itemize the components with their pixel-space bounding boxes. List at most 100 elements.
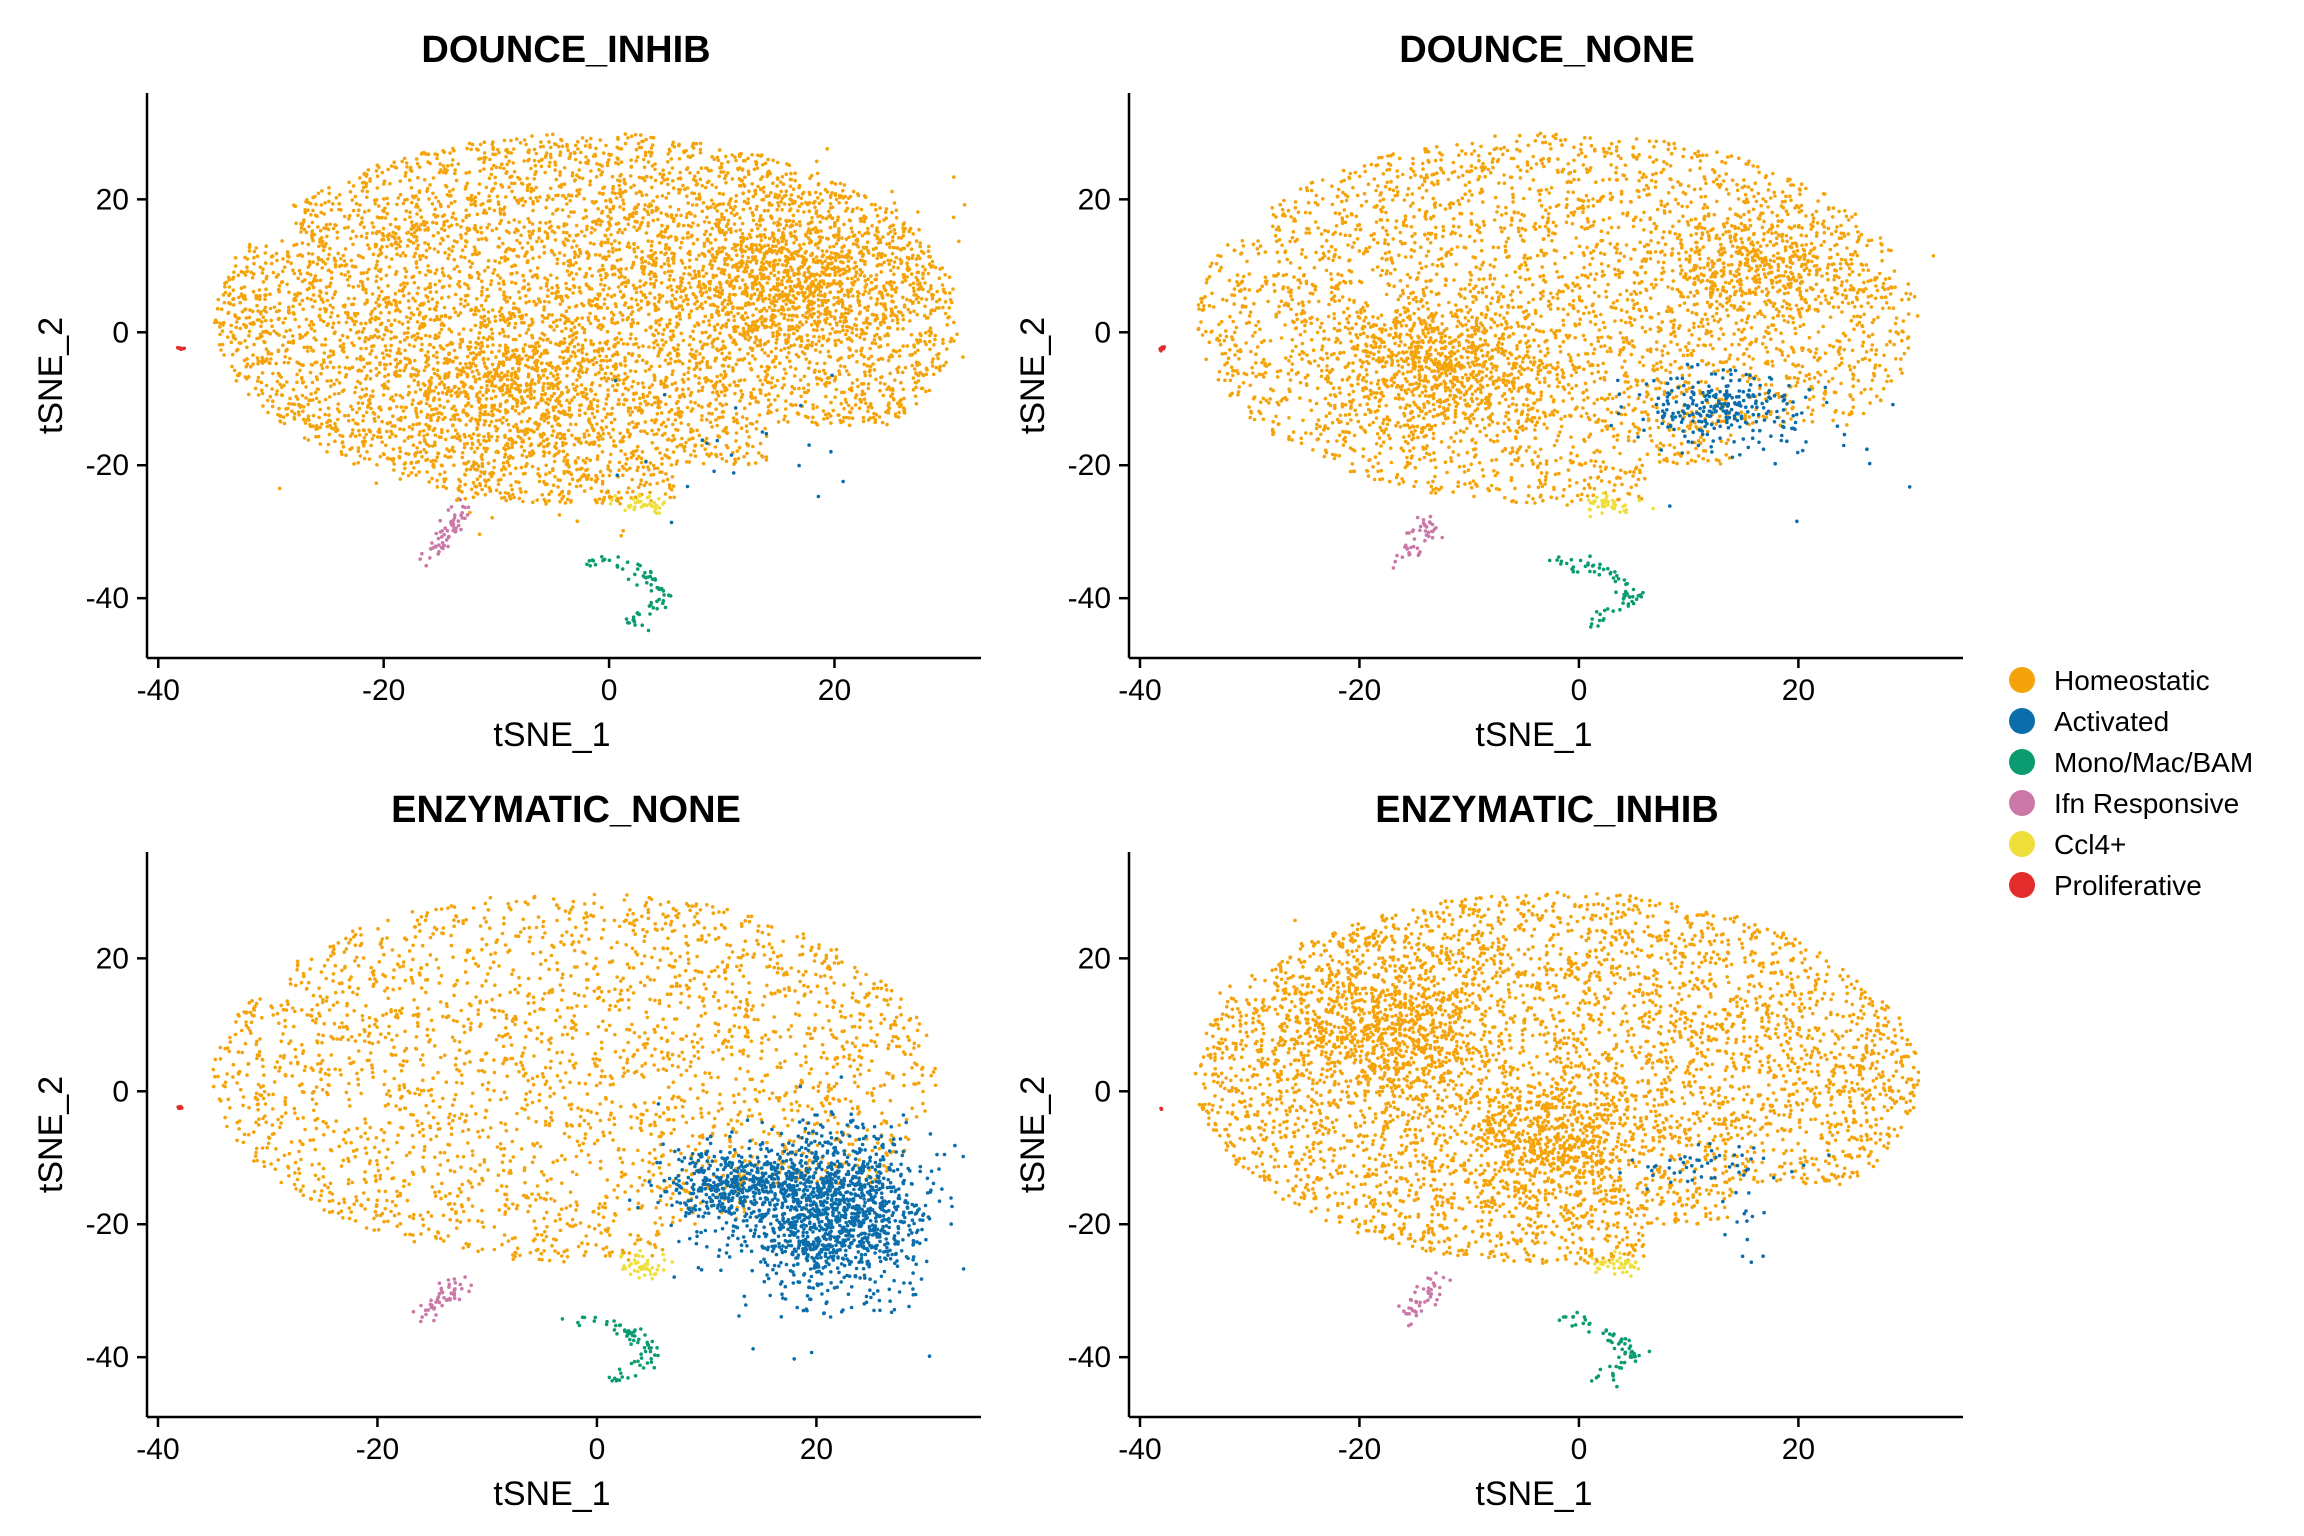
data-point <box>655 257 659 261</box>
data-point <box>677 407 681 411</box>
data-point <box>864 401 868 405</box>
data-point <box>333 422 337 426</box>
data-point <box>385 197 389 201</box>
data-point <box>232 303 236 307</box>
data-point <box>410 335 414 339</box>
data-point <box>850 226 854 230</box>
data-point <box>742 208 746 212</box>
data-point <box>264 261 268 265</box>
data-point <box>574 261 578 265</box>
data-point <box>578 408 582 412</box>
data-point <box>246 269 250 273</box>
data-point <box>696 171 700 175</box>
data-point <box>377 204 381 208</box>
data-point <box>893 378 897 382</box>
data-point <box>827 355 831 359</box>
data-point <box>413 281 417 285</box>
data-point <box>617 398 621 402</box>
data-point <box>422 434 426 438</box>
data-point <box>588 303 592 307</box>
data-point <box>434 433 438 437</box>
data-point <box>725 460 729 464</box>
data-point <box>459 302 463 306</box>
data-point <box>868 347 872 351</box>
data-point <box>237 274 241 278</box>
data-point <box>786 420 790 424</box>
data-point <box>227 301 231 305</box>
data-point <box>747 172 751 176</box>
data-point <box>545 409 549 413</box>
data-point <box>428 307 432 311</box>
data-point <box>521 246 525 250</box>
data-point <box>595 175 599 179</box>
data-point <box>440 227 444 231</box>
data-point <box>670 488 674 492</box>
data-point <box>597 168 601 172</box>
data-point <box>398 427 402 431</box>
data-point <box>705 376 709 380</box>
data-point <box>931 260 935 264</box>
data-point <box>647 262 651 266</box>
data-point <box>275 259 279 263</box>
data-point <box>588 143 592 147</box>
data-point <box>377 304 381 308</box>
data-point <box>725 325 729 329</box>
data-point <box>349 328 353 332</box>
data-point <box>646 394 650 398</box>
data-point <box>758 223 762 227</box>
data-point <box>683 449 687 453</box>
data-point <box>484 156 488 160</box>
data-point <box>887 385 891 389</box>
data-point <box>756 288 760 292</box>
data-point <box>381 232 385 236</box>
data-point <box>804 315 808 319</box>
data-point <box>535 152 539 156</box>
data-point <box>585 429 589 433</box>
data-point <box>788 209 792 213</box>
data-point <box>498 222 502 226</box>
data-point <box>725 280 729 284</box>
data-point <box>319 372 323 376</box>
data-point <box>569 210 573 214</box>
data-point <box>328 284 332 288</box>
data-point <box>737 457 741 461</box>
data-point <box>435 157 439 161</box>
data-point <box>584 338 588 342</box>
data-point <box>265 310 269 314</box>
data-point <box>724 373 728 377</box>
data-point <box>366 277 370 281</box>
data-point <box>458 345 462 349</box>
data-point <box>642 272 646 276</box>
data-point <box>921 273 925 277</box>
data-point <box>515 137 519 141</box>
data-point <box>547 492 551 496</box>
data-point <box>403 349 407 353</box>
data-point <box>378 248 382 252</box>
data-point <box>896 402 900 406</box>
data-point <box>260 389 264 393</box>
data-point <box>616 341 620 345</box>
data-point <box>822 409 826 413</box>
data-point <box>233 313 237 317</box>
data-point <box>306 288 310 292</box>
data-point <box>901 371 905 375</box>
data-point <box>724 427 728 431</box>
data-point <box>377 286 381 290</box>
data-point <box>574 336 578 340</box>
data-point <box>502 290 506 294</box>
data-point <box>552 483 556 487</box>
data-point <box>501 185 505 189</box>
data-point <box>734 200 738 204</box>
data-point <box>646 239 650 243</box>
data-point <box>658 365 662 369</box>
data-point <box>549 156 553 160</box>
data-point <box>642 473 646 477</box>
data-point <box>330 276 334 280</box>
data-point <box>302 380 306 384</box>
data-point <box>933 338 937 342</box>
data-point <box>705 205 709 209</box>
data-point <box>441 267 445 271</box>
data-point <box>402 409 406 413</box>
data-point <box>558 153 562 157</box>
data-point <box>301 299 305 303</box>
